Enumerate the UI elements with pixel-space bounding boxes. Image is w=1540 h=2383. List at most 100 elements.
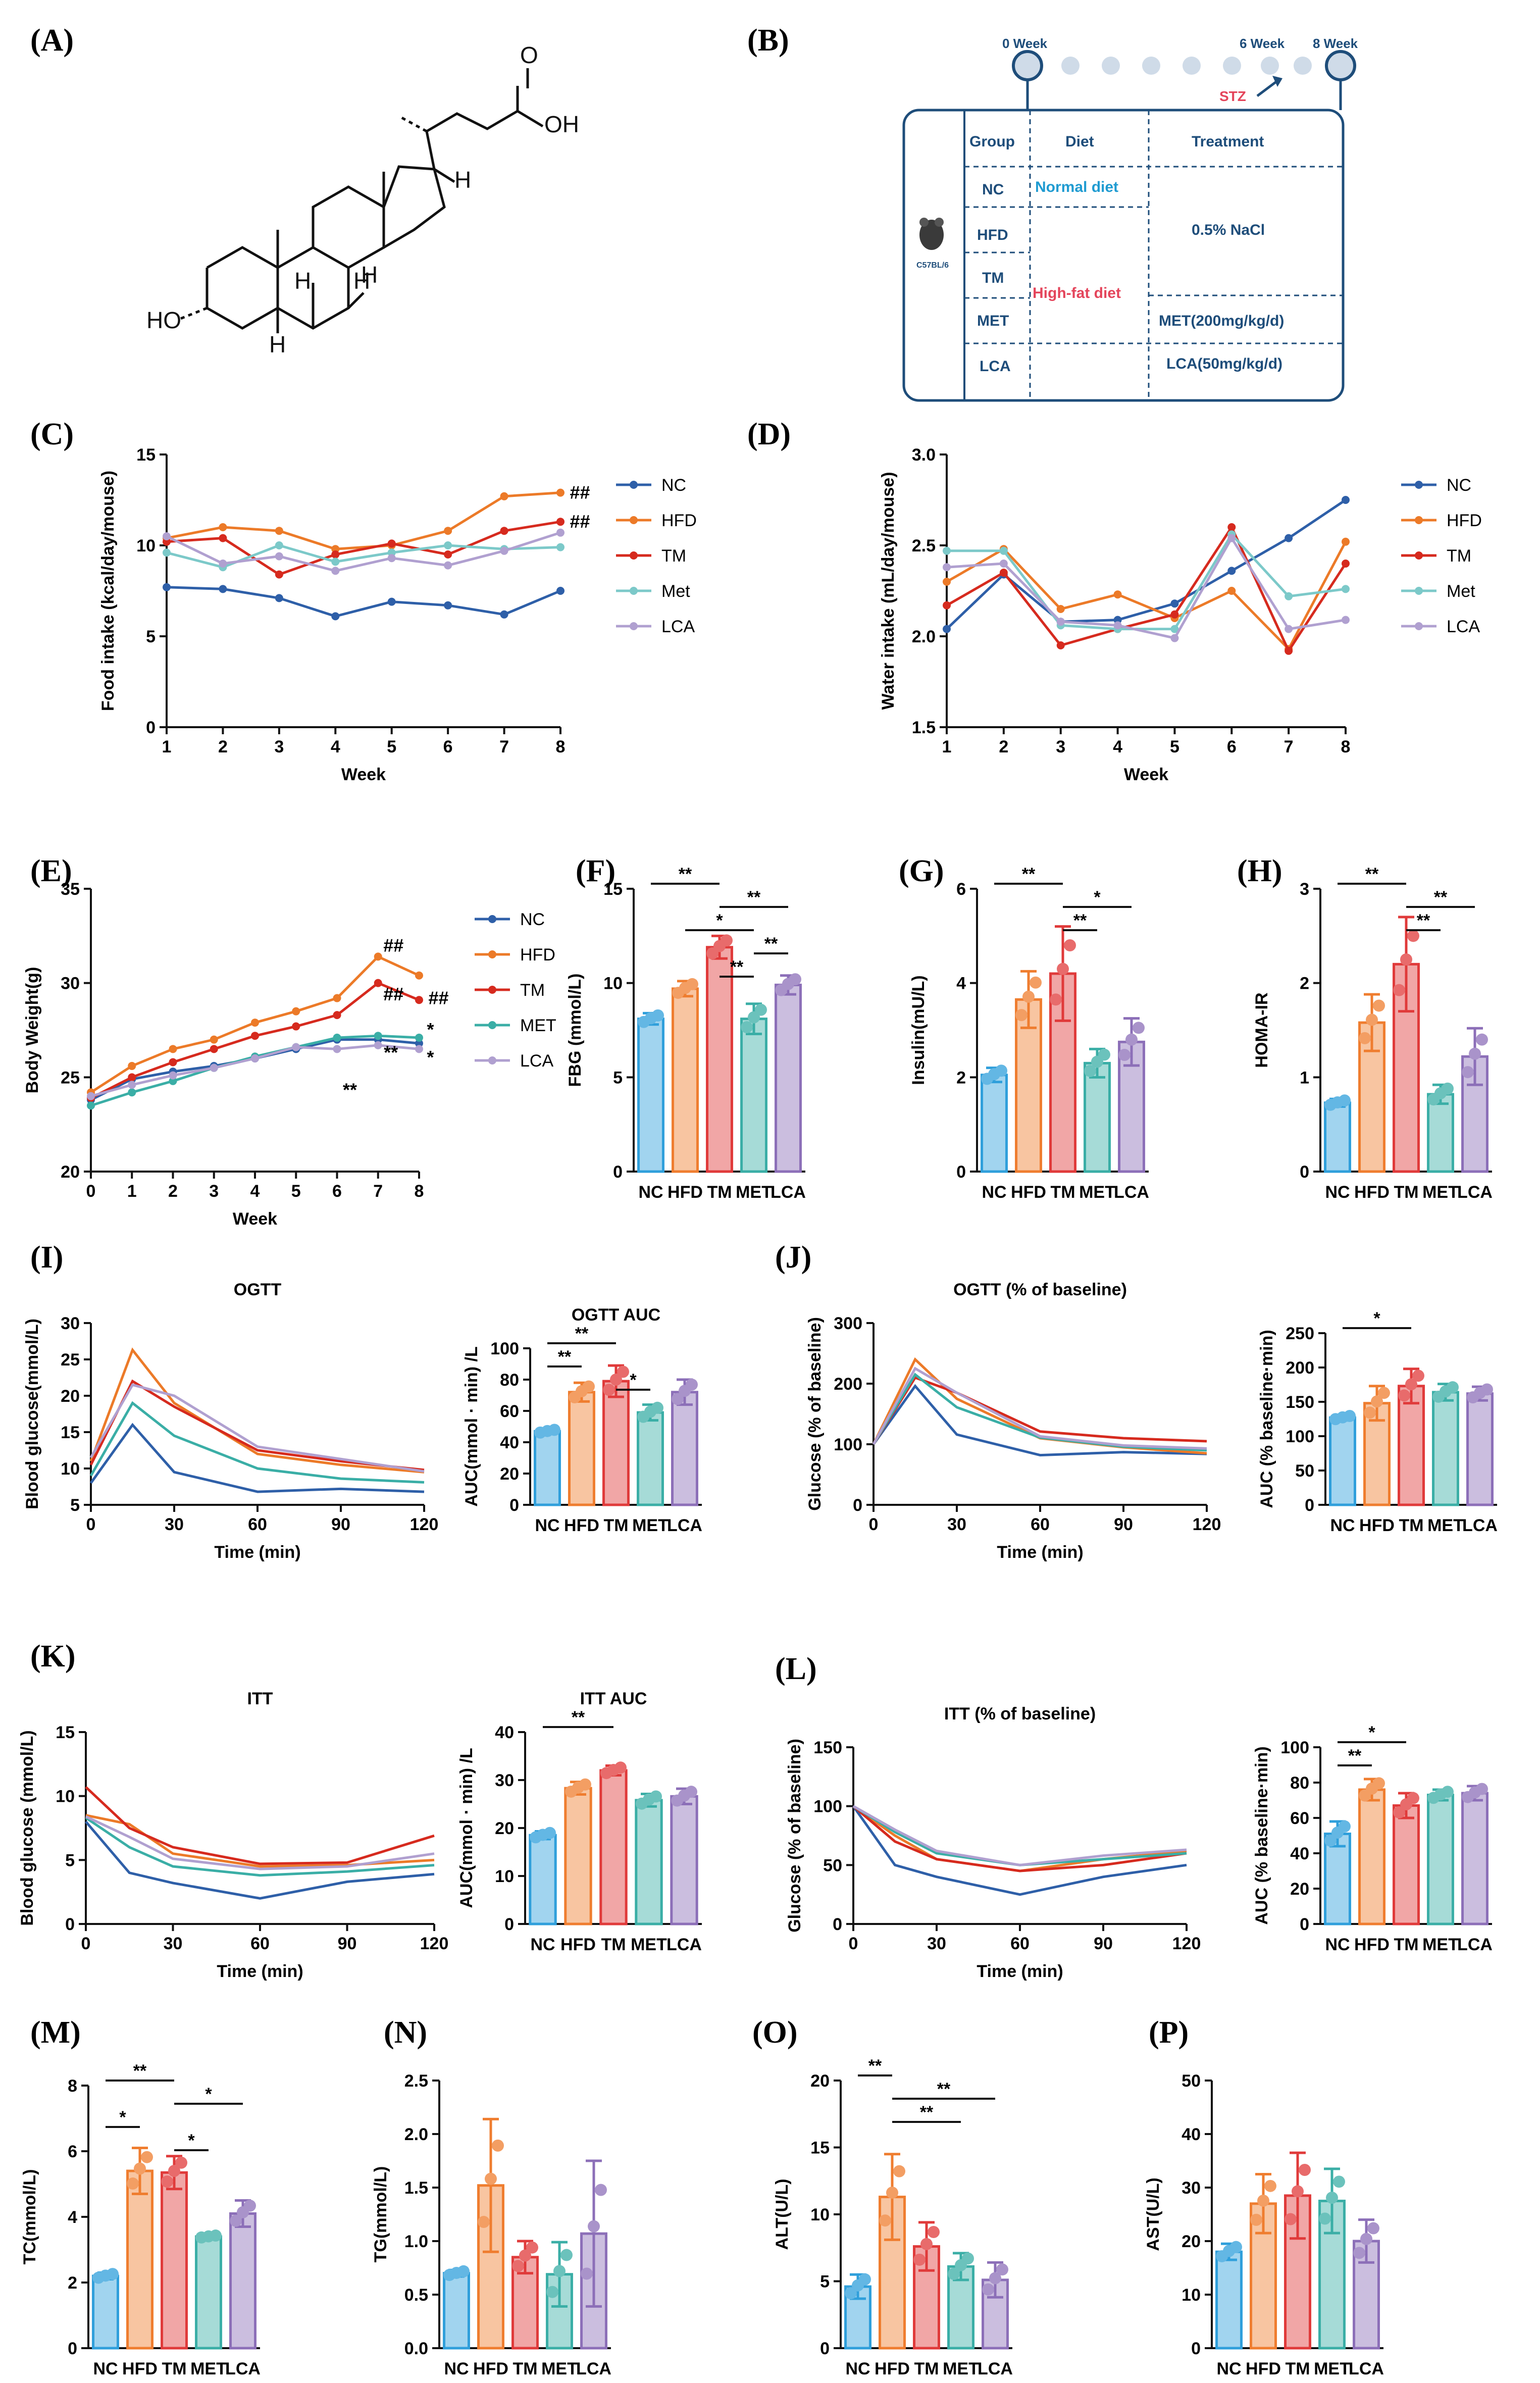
y-axis-label: Body Weight(g) <box>23 967 42 1094</box>
bar-lca <box>775 983 802 1173</box>
data-dot-tm <box>519 2249 531 2262</box>
x-tick-label: TM <box>1399 1516 1423 1535</box>
significance-label: ** <box>558 1347 572 1366</box>
data-dot-tm <box>1393 1806 1405 1818</box>
data-dot-met <box>1442 1786 1454 1798</box>
legend-marker-nc <box>1415 481 1423 489</box>
timeline-week-6: 6 Week <box>1240 36 1285 51</box>
stz-label: STZ <box>1219 88 1246 104</box>
data-point-tm <box>999 569 1008 577</box>
data-point-lca <box>331 567 340 575</box>
bar-nc <box>1329 1416 1356 1506</box>
y-tick-label: 20 <box>61 1162 80 1182</box>
data-dot-met <box>1447 1381 1459 1394</box>
data-point-hfd <box>292 1007 300 1016</box>
panel-label-h: (H) <box>1237 854 1282 888</box>
significance-label: ** <box>1022 865 1036 884</box>
data-dot-tm <box>1050 993 1062 1006</box>
data-point-hfd <box>251 1019 259 1027</box>
y-tick-label: 25 <box>61 1350 80 1370</box>
significance-label: * <box>716 911 723 930</box>
panel-label-c: (C) <box>30 417 74 451</box>
data-dot-hfd <box>1030 976 1042 989</box>
bar-hfd <box>672 987 699 1173</box>
data-dot-lca <box>588 2220 600 2233</box>
data-dot-lca <box>244 2199 256 2212</box>
x-tick-label: LCA <box>667 1516 702 1535</box>
x-tick-label: NC <box>638 1183 663 1202</box>
timeline-dots <box>1012 50 1356 81</box>
group-hfd: HFD <box>977 227 1008 243</box>
legend-marker-lca <box>488 1056 496 1064</box>
bar-nc <box>443 2272 470 2350</box>
x-tick-label: NC <box>535 1516 559 1535</box>
bar-lca <box>1118 1040 1145 1173</box>
bar-met <box>1427 1093 1454 1173</box>
data-point-lca <box>219 560 227 568</box>
data-dot-lca <box>1462 1066 1474 1079</box>
legend-marker-met <box>630 587 638 595</box>
y-tick-label: 15 <box>810 2139 830 2158</box>
series-line-hfd <box>166 491 561 550</box>
series-line-lca <box>89 1383 425 1473</box>
data-dot-hfd <box>134 2162 146 2175</box>
legend-marker-met <box>1415 587 1423 595</box>
significance-label: * <box>188 2131 195 2150</box>
data-dot-lca <box>1118 1049 1131 1061</box>
panel-label-m: (M) <box>30 2015 81 2050</box>
data-point-nc <box>1285 534 1293 542</box>
y-tick-label: 60 <box>500 1402 519 1421</box>
x-tick-label: HFD <box>122 2359 158 2378</box>
data-point-nc <box>415 1039 423 1048</box>
bar-lca <box>1466 1392 1494 1506</box>
x-tick-label: MET <box>190 2359 227 2378</box>
data-point-nc <box>1170 599 1179 608</box>
x-tick-label: 4 <box>250 1182 260 1201</box>
data-point-lca <box>999 560 1008 568</box>
data-dot-hfd <box>686 978 698 990</box>
data-dot-met <box>948 2267 960 2280</box>
data-dot-met <box>651 1401 663 1414</box>
y-tick-label: 10 <box>495 1867 514 1886</box>
bar-nc <box>534 1430 561 1506</box>
data-dot-met <box>962 2252 974 2265</box>
annotation: ## <box>570 511 590 532</box>
y-tick-label: 10 <box>136 536 156 555</box>
data-dot-lca <box>1133 1022 1145 1034</box>
bar-tm <box>1393 1804 1420 1925</box>
data-point-met <box>1285 592 1293 600</box>
x-tick-label: 7 <box>1284 737 1294 756</box>
data-point-nc <box>1342 496 1350 504</box>
bar-lca <box>229 2212 256 2350</box>
timeline-week-0: 0 Week <box>1002 36 1048 51</box>
data-point-tm <box>210 1045 218 1053</box>
panel-label-l1: (L) <box>775 1652 817 1686</box>
bar-lca <box>1461 1792 1488 1925</box>
panel-label-k1: (K) <box>30 1639 76 1674</box>
data-dot-tm <box>1400 953 1412 966</box>
data-point-lca <box>163 532 171 540</box>
chart-J2: 0 50 100 150 200 250 AUC (% baseline·min) NC HFD… <box>1257 1309 1498 1535</box>
y-axis-label: AUC(mmol · min) /L <box>462 1346 481 1506</box>
bar-met <box>637 1411 664 1506</box>
y-tick-label: 2.0 <box>912 627 936 646</box>
series-line-nc <box>85 1820 435 1900</box>
y-tick-label: 0 <box>956 1162 966 1182</box>
y-tick-label: 200 <box>1286 1358 1314 1378</box>
y-axis-label: TC(mmol/L) <box>20 2169 39 2265</box>
y-axis-label: Food intake (kcal/day/mouse) <box>98 471 118 711</box>
x-tick-label: 6 <box>1227 737 1237 756</box>
series-line-met <box>852 1805 1187 1866</box>
significance-label: ** <box>730 957 744 977</box>
y-tick-label: 30 <box>1182 2178 1201 2198</box>
significance-label: ** <box>920 2103 934 2122</box>
x-tick-label: 5 <box>291 1182 301 1201</box>
series-line-tm <box>166 520 561 576</box>
series-line-lca <box>946 535 1346 640</box>
bar-tm <box>1398 1385 1425 1506</box>
x-tick-label: LCA <box>225 2359 261 2378</box>
y-tick-label: 15 <box>136 445 156 465</box>
x-tick-label: 3 <box>209 1182 219 1201</box>
x-axis-label: Time (min) <box>977 1962 1063 1981</box>
